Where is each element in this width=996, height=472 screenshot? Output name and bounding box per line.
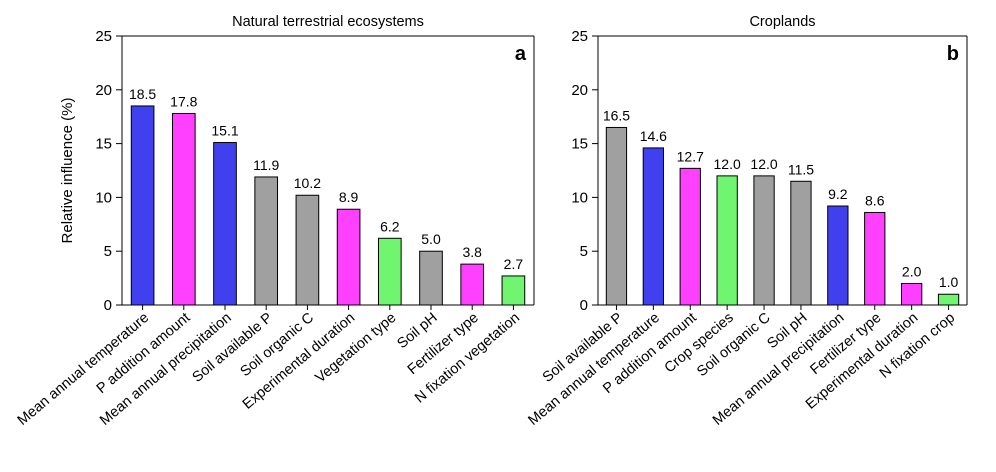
y-tick-label: 0 xyxy=(580,297,588,314)
bar-3 xyxy=(213,142,237,306)
bar-10 xyxy=(501,275,526,306)
y-tick-label: 10 xyxy=(95,189,112,206)
bar-2 xyxy=(642,147,664,306)
chart-title: Croplands xyxy=(749,14,815,30)
data-label: 17.8 xyxy=(170,93,197,109)
data-label: 8.6 xyxy=(865,192,885,208)
bar-4 xyxy=(716,175,738,306)
chart-title: Natural terrestrial ecosystems xyxy=(232,14,424,30)
bar-5 xyxy=(295,194,320,306)
data-label: 15.1 xyxy=(211,123,238,139)
bar-7 xyxy=(377,237,402,306)
data-label: 18.5 xyxy=(129,86,156,102)
bar-6 xyxy=(790,180,812,306)
y-axis-label: Relative influence (%) xyxy=(59,98,76,244)
bar-1 xyxy=(130,105,155,306)
bar-1 xyxy=(605,126,628,306)
data-label: 12.7 xyxy=(677,148,704,164)
data-label: 12.0 xyxy=(714,156,741,172)
data-label: 11.5 xyxy=(788,161,814,177)
panel-letter: b xyxy=(947,43,959,65)
y-tick-label: 5 xyxy=(104,243,112,260)
data-label: 2.7 xyxy=(504,256,524,272)
y-tick-label: 15 xyxy=(95,136,112,153)
y-tick-label: 20 xyxy=(95,82,112,99)
data-label: 8.9 xyxy=(339,189,359,205)
data-label: 16.5 xyxy=(603,107,630,123)
data-label: 11.9 xyxy=(253,157,279,173)
y-tick-label: 15 xyxy=(571,136,588,153)
bar-6 xyxy=(336,208,361,306)
data-label: 9.2 xyxy=(828,186,848,202)
panel-letter: a xyxy=(515,43,527,65)
bar-4 xyxy=(254,176,279,306)
data-label: 2.0 xyxy=(902,263,922,279)
y-tick-label: 25 xyxy=(571,28,588,45)
bar-9 xyxy=(901,282,923,306)
bar-8 xyxy=(864,211,886,306)
bar-5 xyxy=(753,175,775,306)
data-label: 14.6 xyxy=(640,128,667,144)
bar-2 xyxy=(171,112,196,306)
data-label: 1.0 xyxy=(939,274,959,290)
data-label: 5.0 xyxy=(421,231,441,247)
bar-3 xyxy=(679,167,701,306)
data-label: 3.8 xyxy=(462,244,482,260)
bar-7 xyxy=(827,205,849,306)
data-label: 12.0 xyxy=(750,156,777,172)
y-tick-label: 5 xyxy=(580,243,588,260)
y-tick-label: 10 xyxy=(571,189,588,206)
y-tick-label: 20 xyxy=(571,82,588,99)
y-tick-label: 25 xyxy=(95,28,112,45)
data-label: 10.2 xyxy=(294,175,321,191)
data-label: 6.2 xyxy=(380,218,400,234)
bar-10 xyxy=(937,293,960,306)
bar-9 xyxy=(460,263,485,306)
bar-8 xyxy=(419,250,443,306)
y-tick-label: 0 xyxy=(104,297,112,314)
chart-panel-a: 0 5 10 15 20 25 Natural terrestrial ecosystems… xyxy=(15,14,535,429)
